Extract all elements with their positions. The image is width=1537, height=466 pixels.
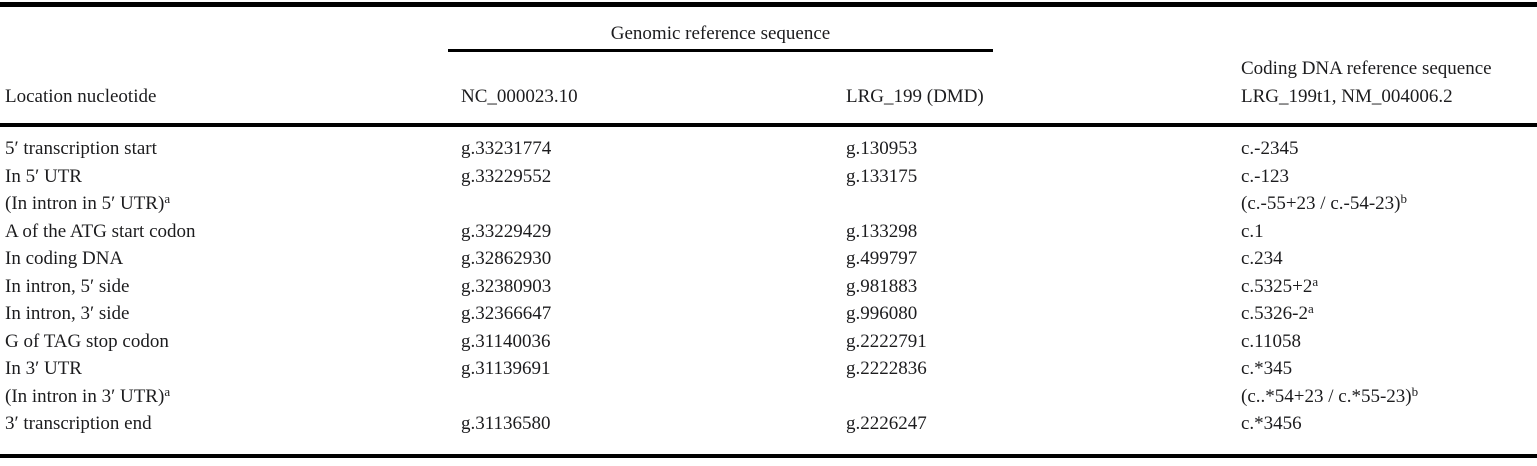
cell-lrg: g.996080 [846, 303, 918, 324]
cell-coding: c.-123 [1241, 165, 1290, 187]
cell-location: A of the ATG start codon [5, 220, 196, 242]
cell-location: In intron, 3′ side [5, 303, 130, 324]
cell-lrg [840, 190, 1235, 218]
cell-location: (In intron in 5′ UTR)a [5, 191, 171, 214]
reference-sequence-table: Genomic reference sequence Location nucl… [0, 2, 1537, 458]
cell-nc [455, 190, 840, 218]
cell-nc: g.33229429 [461, 220, 552, 242]
footnote-marker-a: a [164, 191, 171, 207]
cell-coding: c.-2345 [1241, 138, 1299, 159]
cell-lrg: g.499797 [846, 248, 918, 269]
cell-location: In 5′ UTR [5, 165, 82, 187]
column-header-row: Location nucleotide NC_000023.10 LRG_199… [0, 55, 1537, 127]
table-row: (In intron in 5′ UTR)a (c.-55+23 / c.-54… [0, 190, 1537, 218]
cell-coding: c.234 [1241, 248, 1283, 269]
cell-lrg: g.2222836 [846, 358, 927, 379]
cell-coding: c.1 [1241, 220, 1264, 242]
cell-lrg: g.133175 [846, 165, 918, 187]
col-header-location: Location nucleotide [0, 55, 455, 127]
spanner-cell: Genomic reference sequence [448, 5, 1235, 56]
cell-coding: c.5326-2a [1241, 301, 1314, 324]
cell-location: In 3′ UTR [5, 358, 82, 379]
cell-lrg: g.2226247 [846, 413, 927, 434]
col-header-lrg: LRG_199 (DMD) [840, 55, 1235, 127]
spanner-spacer-left [0, 5, 455, 56]
table-row: 5′ transcription start g.33231774 g.1309… [0, 125, 1537, 163]
cell-coding: c.*3456 [1241, 413, 1302, 434]
cell-nc: g.32862930 [461, 248, 552, 269]
col-header-coding-line1: Coding DNA reference sequence [1241, 58, 1492, 79]
col-header-coding: Coding DNA reference sequence LRG_199t1,… [1235, 55, 1537, 127]
cell-location: 5′ transcription start [5, 138, 157, 159]
footnote-marker-b: b [1400, 191, 1408, 207]
cell-coding: (c..*54+23 / c.*55-23)b [1241, 383, 1419, 407]
footnote-marker-a: a [1308, 301, 1314, 317]
cell-lrg: g.2222791 [846, 330, 927, 352]
cell-nc: g.32380903 [461, 275, 552, 297]
cell-location: In coding DNA [5, 248, 124, 269]
table-row: A of the ATG start codon g.33229429 g.13… [0, 218, 1537, 246]
col-header-nc: NC_000023.10 [455, 55, 840, 127]
table-row: (In intron in 3′ UTR)a (c..*54+23 / c.*5… [0, 383, 1537, 411]
table-row: In intron, 5′ side g.32380903 g.981883 c… [0, 273, 1537, 301]
table-row: G of TAG stop codon g.31140036 g.2222791… [0, 328, 1537, 356]
table-row: In 5′ UTR g.33229552 g.133175 c.-123 [0, 163, 1537, 191]
cell-lrg [840, 383, 1235, 411]
footnote-marker-a: a [164, 383, 171, 399]
cell-lrg: g.981883 [846, 275, 918, 297]
cell-nc [455, 383, 840, 411]
cell-location: 3′ transcription end [5, 413, 152, 434]
cell-location: (In intron in 3′ UTR)a [5, 383, 171, 407]
genomic-reference-spanner-heading: Genomic reference sequence [448, 7, 993, 52]
cell-nc: g.31136580 [461, 413, 551, 434]
cell-nc: g.33231774 [461, 138, 552, 159]
table-row: In 3′ UTR g.31139691 g.2222836 c.*345 [0, 355, 1537, 383]
cell-coding: c.5325+2a [1241, 273, 1319, 297]
cell-coding: c.11058 [1241, 330, 1301, 352]
spanner-header-row: Genomic reference sequence [0, 5, 1537, 56]
cell-nc: g.31140036 [461, 330, 551, 352]
table-row: In coding DNA g.32862930 g.499797 c.234 [0, 245, 1537, 273]
cell-nc: g.31139691 [461, 358, 551, 379]
cell-coding: (c.-55+23 / c.-54-23)b [1241, 191, 1408, 214]
table-row: In intron, 3′ side g.32366647 g.996080 c… [0, 300, 1537, 328]
table-row: 3′ transcription end g.31136580 g.222624… [0, 410, 1537, 456]
cell-nc: g.33229552 [461, 165, 552, 187]
cell-lrg: g.130953 [846, 138, 918, 159]
cell-location: G of TAG stop codon [5, 330, 169, 352]
footnote-marker-b: b [1411, 383, 1419, 399]
spanner-spacer-right [1235, 5, 1537, 56]
cell-coding: c.*345 [1241, 358, 1293, 379]
cell-lrg: g.133298 [846, 220, 918, 242]
cell-location: In intron, 5′ side [5, 275, 130, 297]
footnote-marker-a: a [1312, 273, 1319, 289]
cell-nc: g.32366647 [461, 303, 552, 324]
col-header-coding-line2: LRG_199t1, NM_004006.2 [1241, 86, 1453, 107]
